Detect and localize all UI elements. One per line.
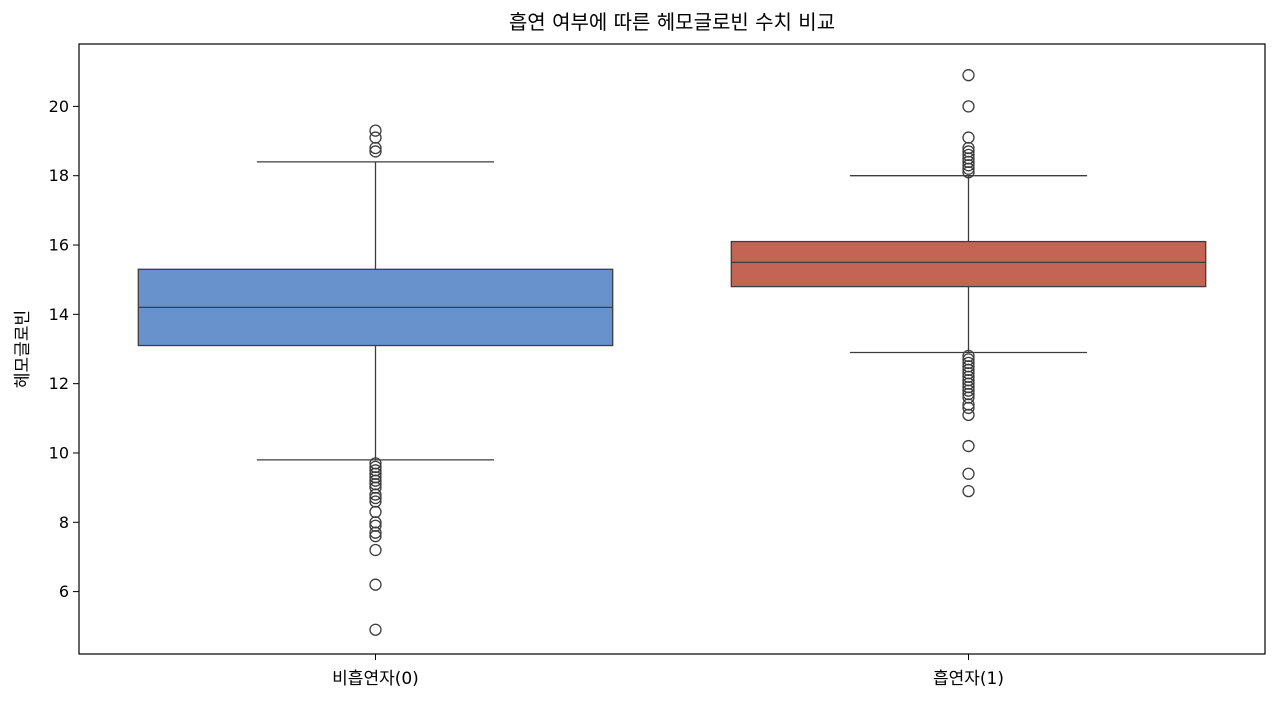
outlier-point [369, 526, 382, 539]
outlier-point [369, 530, 382, 543]
outlier-point [369, 141, 382, 155]
y-tick-label: 18 [49, 166, 69, 185]
y-tick-label: 12 [49, 374, 69, 393]
plot-area: 6 8 10 12 14 16 18 20 비흡연자(0) 흡연자(1) [49, 69, 1207, 689]
outlier-point [369, 488, 382, 501]
y-tick-label: 20 [49, 97, 69, 116]
outlier-point [369, 491, 382, 505]
outlier-point [369, 131, 382, 144]
outlier-point [369, 623, 382, 636]
outlier-point [962, 439, 975, 453]
y-tick-label: 16 [49, 236, 69, 255]
outlier-point [369, 145, 382, 158]
outlier-point [369, 578, 382, 591]
outlier-point [369, 543, 382, 557]
outlier-point [962, 159, 975, 172]
y-tick-label: 8 [59, 513, 69, 532]
outlier-point [962, 467, 975, 480]
plot-frame [78, 43, 1266, 655]
outlier-point [962, 384, 975, 397]
outlier-point [369, 474, 382, 487]
y-tick-label: 10 [49, 443, 69, 462]
box [730, 240, 1207, 288]
outlier-point [962, 408, 975, 422]
x-tick-label: 비흡연자(0) [332, 669, 419, 689]
y-tick-label: 14 [49, 305, 69, 324]
outlier-point [962, 69, 975, 82]
outlier-point [962, 166, 975, 179]
outlier-point [369, 124, 382, 137]
outlier-point [962, 401, 975, 415]
outlier-point [369, 505, 382, 519]
y-tick-label: 6 [59, 582, 69, 601]
chart-title: 흡연 여부에 따른 헤모글로빈 수치 비교 [509, 10, 835, 34]
outlier-point [962, 484, 975, 498]
outlier-point [962, 100, 975, 113]
y-axis-label: 헤모글로빈 [13, 310, 33, 388]
x-tick-label: 흡연자(1) [933, 669, 1004, 689]
outlier-point [962, 131, 975, 144]
outlier-point [962, 162, 975, 175]
